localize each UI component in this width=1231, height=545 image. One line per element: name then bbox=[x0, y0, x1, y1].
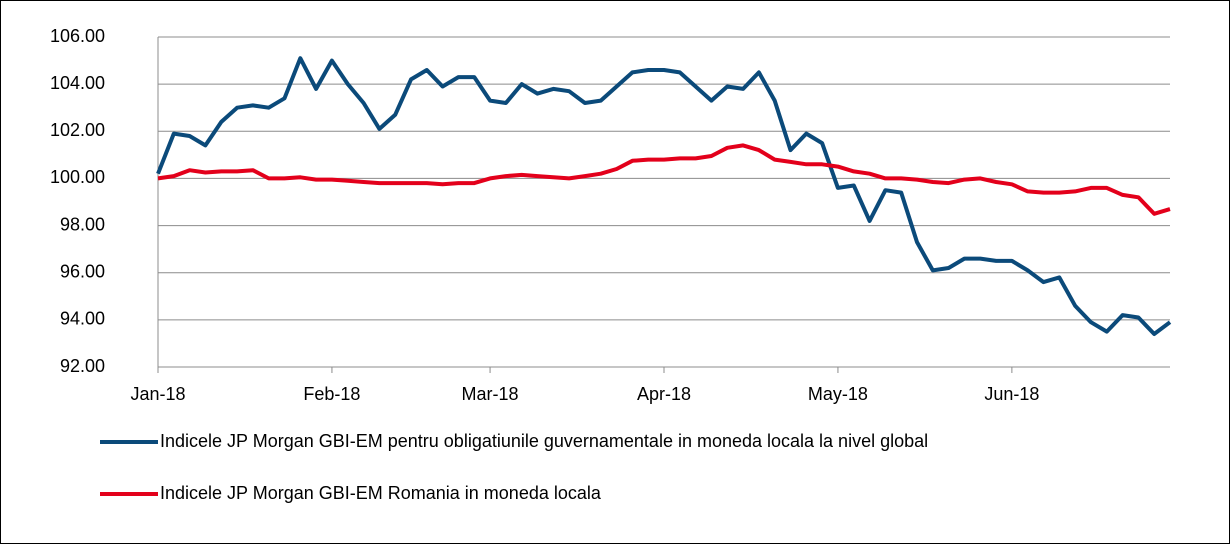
series-line bbox=[157, 143, 1171, 216]
y-tick-label: 96.00 bbox=[60, 261, 105, 281]
x-tick-label: Mar-18 bbox=[462, 384, 519, 404]
y-tick-label: 104.00 bbox=[50, 73, 105, 93]
y-tick-label: 98.00 bbox=[60, 214, 105, 234]
series-line bbox=[156, 56, 1172, 336]
x-tick-label: Jan-18 bbox=[130, 384, 185, 404]
y-tick-label: 102.00 bbox=[50, 120, 105, 140]
x-tick-label: Apr-18 bbox=[637, 384, 691, 404]
y-tick-label: 94.00 bbox=[60, 309, 105, 329]
x-tick-label: Feb-18 bbox=[303, 384, 360, 404]
legend-label: Indicele JP Morgan GBI-EM pentru obligat… bbox=[160, 431, 928, 451]
y-tick-label: 92.00 bbox=[60, 356, 105, 376]
legend-label: Indicele JP Morgan GBI-EM Romania in mon… bbox=[160, 483, 602, 503]
y-tick-label: 100.00 bbox=[50, 167, 105, 187]
y-tick-label: 106.00 bbox=[50, 26, 105, 46]
x-tick-label: May-18 bbox=[808, 384, 868, 404]
x-tick-label: Jun-18 bbox=[984, 384, 1039, 404]
